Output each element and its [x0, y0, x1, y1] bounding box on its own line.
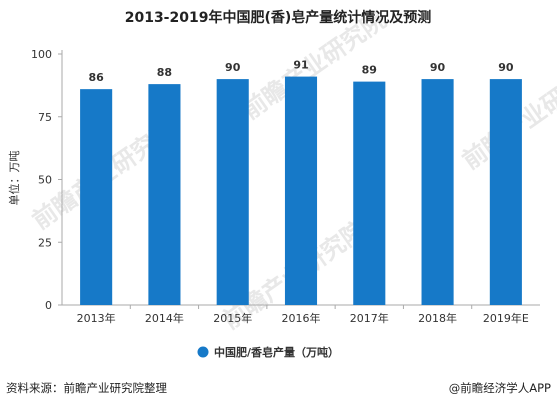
y-tick-label: 50 — [38, 174, 52, 187]
bar — [489, 79, 522, 305]
legend-marker — [197, 346, 209, 358]
bar — [421, 79, 454, 305]
y-tick-label: 100 — [31, 48, 52, 61]
x-tick-label: 2014年 — [145, 311, 184, 325]
bar — [80, 89, 113, 305]
x-tick-label: 2017年 — [350, 311, 389, 325]
bar — [216, 79, 249, 305]
data-label: 88 — [157, 66, 172, 79]
x-tick-label: 2013年 — [77, 311, 116, 325]
data-label: 91 — [293, 59, 308, 72]
data-label: 90 — [498, 61, 514, 74]
chart-title: 2013-2019年中国肥(香)皂产量统计情况及预测 — [125, 9, 432, 26]
bar — [353, 81, 386, 305]
x-tick-label: 2016年 — [282, 311, 321, 325]
bar — [284, 76, 318, 305]
bar — [148, 84, 181, 306]
y-axis: 0 25 50 75 100 — [31, 48, 63, 312]
x-tick-label: 2015年 — [213, 311, 252, 325]
data-label: 90 — [225, 61, 241, 74]
source-note: 资料来源：前瞻产业研究院整理 — [6, 381, 167, 395]
y-tick-label: 0 — [45, 299, 52, 312]
x-tick-label: 2019年E — [483, 311, 529, 325]
legend-label: 中国肥/香皂产量（万吨） — [214, 345, 339, 359]
y-axis-label: 单位：万吨 — [7, 151, 21, 206]
y-tick-label: 75 — [38, 111, 52, 124]
x-tick-label: 2018年 — [418, 311, 457, 325]
data-label: 89 — [362, 64, 377, 77]
app-credit: @前瞻经济学人APP — [449, 381, 551, 395]
data-label: 86 — [88, 71, 104, 84]
x-axis: 2013年 2014年 2015年 2016年 2017年 2018年 2019年E — [62, 304, 540, 325]
y-tick-label: 25 — [38, 236, 52, 249]
bar-series: 86 88 90 91 89 90 90 — [80, 59, 522, 306]
legend: 中国肥/香皂产量（万吨） — [197, 345, 339, 359]
data-label: 90 — [430, 61, 446, 74]
